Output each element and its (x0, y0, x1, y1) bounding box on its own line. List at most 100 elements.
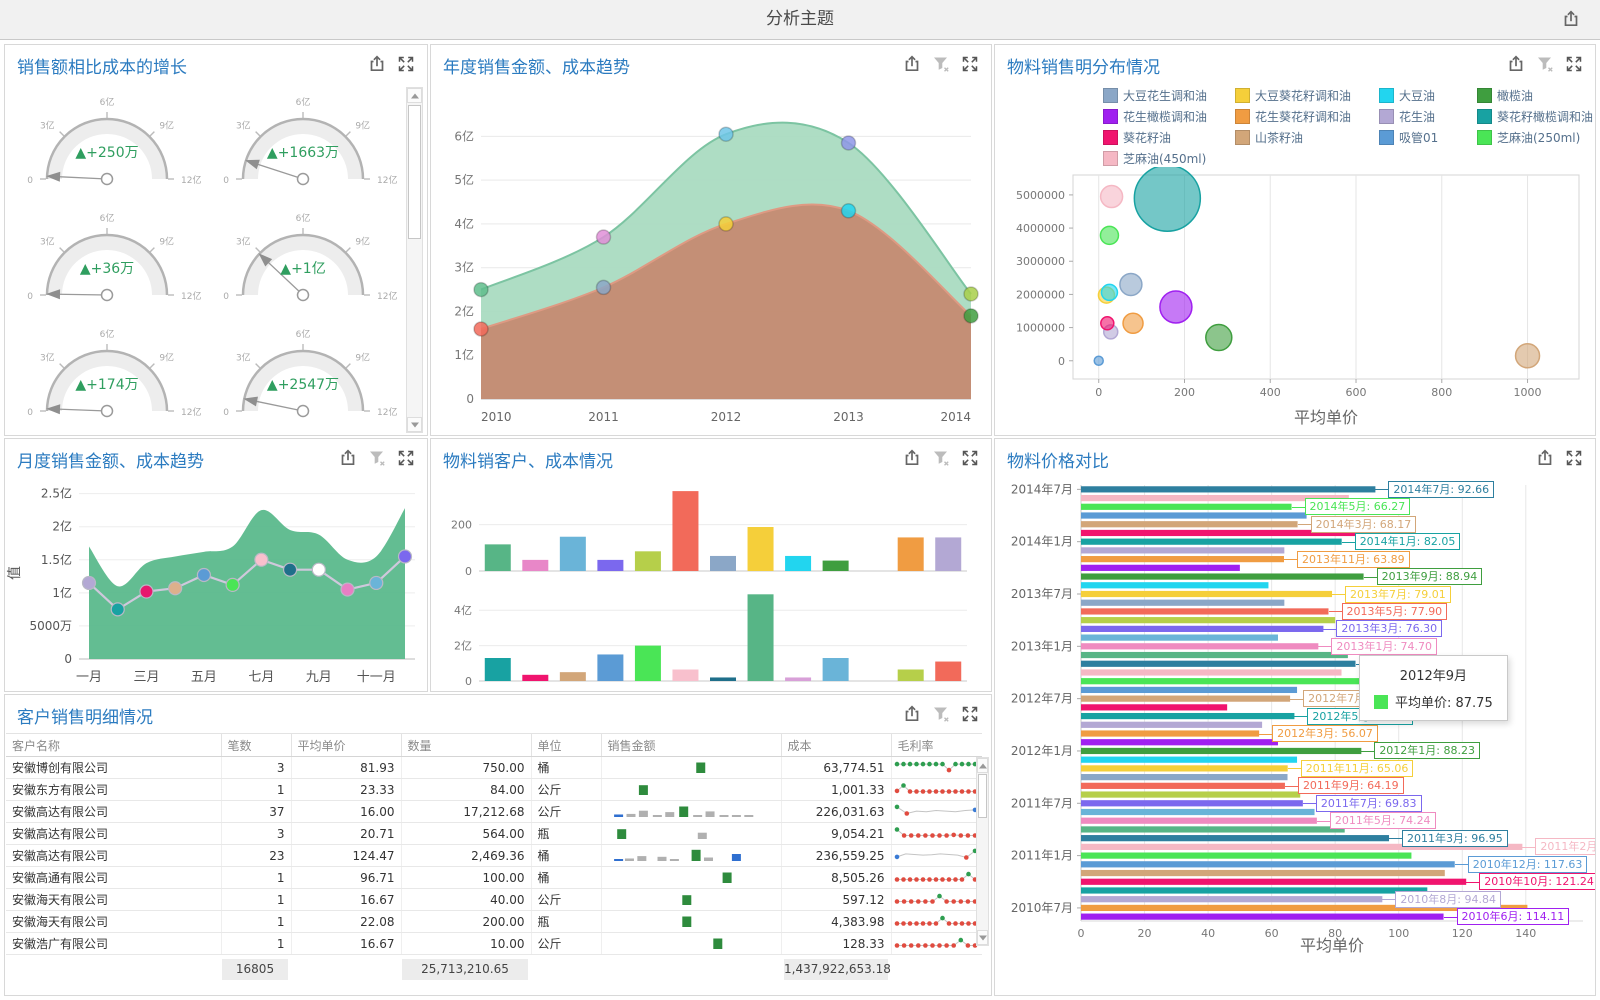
bar[interactable] (559, 672, 586, 681)
bar[interactable] (634, 645, 661, 681)
data-point[interactable] (81, 575, 97, 591)
scroll-down-icon[interactable] (407, 417, 422, 432)
bar[interactable] (1081, 782, 1285, 789)
bubble[interactable] (1205, 323, 1233, 352)
bar[interactable] (1081, 913, 1444, 920)
data-point[interactable] (595, 229, 612, 245)
expand-icon[interactable] (397, 449, 415, 467)
bar[interactable] (897, 537, 924, 571)
data-point[interactable] (397, 549, 413, 564)
bar[interactable] (1081, 573, 1364, 580)
bar[interactable] (484, 658, 511, 681)
legend-item[interactable]: 大豆油 (1379, 87, 1471, 104)
gauge[interactable]: 0 3亿 6亿 9亿 12亿 ▲+250万 (9, 83, 205, 199)
gauges-scrollbar[interactable] (406, 87, 423, 433)
table-row[interactable]: 安徽浩广有限公司 1 16.67 10.00 公斤 128.33 (6, 932, 982, 955)
data-point[interactable] (110, 602, 125, 617)
table-row[interactable]: 安徽博创有限公司 3 81.93 750.00 桶 63,774.51 (6, 756, 982, 779)
legend-item[interactable]: 芝麻油(250ml) (1477, 129, 1595, 146)
column-header[interactable]: 成本 (780, 733, 891, 757)
bar[interactable] (1081, 774, 1288, 781)
bar[interactable] (1081, 808, 1315, 816)
table-row[interactable]: 安徽高达有限公司 37 16.00 17,212.68 公斤 226,031.6… (6, 800, 982, 823)
column-header[interactable]: 毛利率 (890, 733, 982, 757)
column-header[interactable]: 客户名称 (6, 733, 221, 757)
data-point[interactable] (168, 581, 183, 596)
table-row[interactable]: 安徽高达有限公司 23 124.47 2,469.36 桶 236,559.25 (6, 844, 982, 867)
bar[interactable] (1081, 669, 1342, 676)
bar[interactable] (1081, 869, 1445, 877)
bar[interactable] (747, 527, 774, 571)
export-icon[interactable] (903, 705, 921, 723)
bubble-chart[interactable]: 0 200 400 600 800 1000 0 1000000 2000000 3000000 4… (995, 164, 1595, 433)
bar[interactable] (1081, 896, 1383, 903)
data-point[interactable] (340, 582, 355, 597)
gauge[interactable]: 0 3亿 6亿 9亿 12亿 ▲+36万 (9, 199, 205, 315)
data-point[interactable] (718, 216, 734, 232)
bar[interactable] (1081, 538, 1342, 545)
legend-item[interactable]: 芝麻油(450ml) (1103, 150, 1229, 167)
area-series[interactable] (89, 508, 405, 659)
annual-area-chart[interactable]: 0 1亿 2亿 3亿 4亿 5亿 6亿 2010 2011 2012 2013 2014 (431, 83, 991, 435)
bar[interactable] (1081, 843, 1523, 850)
bar[interactable] (1081, 529, 1358, 537)
bar[interactable] (1081, 878, 1467, 885)
data-point[interactable] (718, 126, 734, 142)
data-point[interactable] (254, 552, 269, 567)
bar[interactable] (1081, 904, 1528, 912)
bar[interactable] (710, 677, 736, 681)
column-header[interactable]: 数量 (400, 733, 531, 757)
legend-item[interactable]: 山茶籽油 (1235, 129, 1373, 146)
table-row[interactable]: 安徽高达有限公司 3 20.71 564.00 瓶 9,054.21 (6, 822, 982, 845)
export-icon[interactable] (1562, 10, 1580, 28)
export-icon[interactable] (903, 55, 921, 73)
bar[interactable] (1081, 800, 1303, 807)
legend-item[interactable]: 大豆葵花籽调和油 (1235, 87, 1373, 104)
gauge[interactable]: 0 3亿 6亿 9亿 12亿 ▲+174万 (9, 315, 205, 431)
bar[interactable] (634, 551, 661, 571)
bar[interactable] (1081, 651, 1348, 659)
expand-icon[interactable] (961, 705, 979, 723)
bubble[interactable] (1122, 312, 1144, 335)
expand-icon[interactable] (1565, 449, 1583, 467)
export-icon[interactable] (1536, 449, 1554, 467)
legend-item[interactable]: 花生葵花籽调和油 (1235, 108, 1373, 125)
column-header[interactable]: 平均单价 (290, 733, 401, 757)
bar[interactable] (1081, 599, 1285, 606)
scroll-up-icon[interactable] (407, 88, 422, 103)
bar[interactable] (1081, 582, 1269, 589)
bar[interactable] (1081, 704, 1228, 711)
bar[interactable] (1081, 617, 1336, 624)
export-icon[interactable] (339, 449, 357, 467)
bar[interactable] (897, 669, 924, 682)
column-header[interactable]: 笔数 (220, 733, 291, 757)
bar[interactable] (672, 491, 699, 571)
material-bars-chart[interactable]: 0 200 0 2亿 4亿 (431, 477, 991, 689)
bar[interactable] (1081, 835, 1390, 842)
data-point[interactable] (282, 562, 298, 577)
bar[interactable] (822, 658, 849, 681)
bubble[interactable] (1093, 355, 1104, 367)
expand-icon[interactable] (397, 55, 415, 73)
bar[interactable] (1081, 765, 1288, 772)
gauge[interactable]: 0 3亿 6亿 9亿 12亿 ▲+1663万 (205, 83, 401, 199)
bar[interactable] (1081, 756, 1298, 763)
legend-item[interactable]: 橄榄油 (1477, 87, 1595, 104)
bar[interactable] (1081, 861, 1455, 868)
filter-clear-icon[interactable] (932, 449, 950, 467)
bubble[interactable] (1099, 225, 1120, 246)
scroll-thumb[interactable] (408, 105, 421, 239)
data-point[interactable] (311, 562, 326, 577)
data-point[interactable] (963, 286, 979, 302)
legend-item[interactable]: 花生橄榄调和油 (1103, 108, 1229, 125)
bar[interactable] (1081, 590, 1333, 598)
bar[interactable] (1081, 643, 1319, 650)
gauge[interactable]: 0 3亿 6亿 9亿 12亿 ▲+1亿 (205, 199, 401, 315)
legend-item[interactable]: 葵花籽油 (1103, 129, 1229, 146)
bar[interactable] (785, 555, 812, 571)
bubble[interactable] (1099, 184, 1124, 209)
bar[interactable] (597, 559, 624, 571)
scroll-thumb[interactable] (978, 774, 987, 818)
column-header[interactable]: 单位 (530, 733, 601, 757)
table-scrollbar[interactable] (976, 757, 989, 946)
